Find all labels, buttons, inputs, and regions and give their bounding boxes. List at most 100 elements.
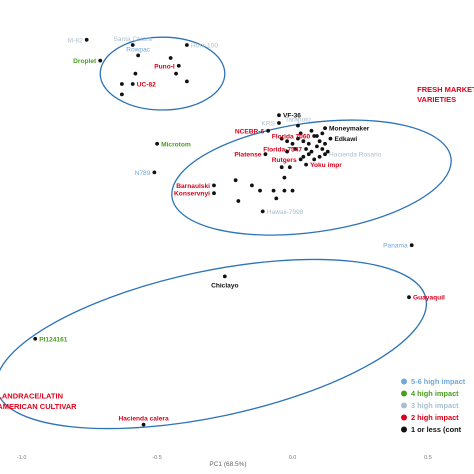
data-point <box>184 43 189 47</box>
group-label-1: FRESH MARKET <box>417 85 474 94</box>
data-point <box>155 141 159 146</box>
data-point <box>287 165 292 170</box>
data-point <box>84 37 89 42</box>
data-point <box>296 123 300 128</box>
cluster-ellipses <box>0 36 452 430</box>
point-label: Edkawi <box>334 136 357 143</box>
point-label: Moneymaker <box>329 126 370 133</box>
point-label: Florida 7060 <box>272 134 311 141</box>
data-point <box>325 149 330 154</box>
legend-swatch <box>401 426 407 433</box>
data-point <box>309 128 314 133</box>
data-point <box>301 139 306 144</box>
point-label: NCEBR-6 <box>235 128 265 135</box>
point-label: Yoku impr <box>310 162 342 169</box>
data-point <box>315 134 319 138</box>
point-label: Rutgers <box>272 157 297 164</box>
data-point <box>233 178 238 183</box>
data-point <box>236 199 241 203</box>
data-point <box>298 131 303 136</box>
data-point <box>323 152 327 157</box>
data-point <box>315 144 319 149</box>
x-tick-label: 0.5 <box>424 455 432 461</box>
data-point <box>306 152 311 157</box>
legend-swatch <box>401 390 407 397</box>
data-point <box>274 196 279 201</box>
legend-swatch <box>401 402 407 409</box>
data-point <box>323 141 327 146</box>
data-point <box>320 147 325 151</box>
data-point <box>119 82 124 86</box>
data-point <box>282 175 287 180</box>
legend-entry-label: 4 high impact <box>411 389 459 398</box>
legend-entry-label: 3 high impact <box>411 401 459 410</box>
data-point <box>168 56 173 60</box>
x-tick-label: 0.0 <box>289 455 297 461</box>
point-label: Hunt-100 <box>191 43 218 50</box>
data-point <box>266 128 271 133</box>
cluster-ellipse-1 <box>99 36 226 111</box>
data-point <box>279 165 284 170</box>
data-point <box>312 134 317 138</box>
data-point <box>119 92 124 97</box>
data-point <box>249 183 254 188</box>
point-label: Microtom <box>161 141 191 148</box>
point-label: PI124161 <box>39 336 68 343</box>
legend: 5-6 high impact 4 high impact 3 high impac… <box>401 377 466 434</box>
point-label: Santa Chiara <box>113 36 152 43</box>
point-label: Chiclayo <box>211 282 238 289</box>
point-label: Tarapoto <box>285 117 311 124</box>
data-point <box>174 71 178 76</box>
point-label: M-82 <box>68 37 83 44</box>
data-point <box>323 126 327 131</box>
x-axis: PC1 (68.5%) -1.0 -0.5 0.0 0.5 <box>17 455 432 468</box>
point-label: Puno-I <box>154 63 175 70</box>
data-point <box>222 274 227 279</box>
legend-swatch <box>401 378 407 385</box>
data-point <box>141 422 146 427</box>
point-label: Hawaii-7998 <box>267 209 304 216</box>
data-point <box>258 188 262 193</box>
data-point <box>290 141 295 146</box>
legend-swatch <box>401 414 407 421</box>
data-point <box>304 147 308 151</box>
point-label: Florida-7547 <box>263 147 302 154</box>
data-point <box>328 136 333 141</box>
data-point <box>98 58 103 63</box>
point-label: Guayaquil <box>413 295 445 302</box>
data-point <box>312 157 317 162</box>
x-axis-label: PC1 (68.5%) <box>209 461 246 468</box>
data-point <box>33 336 38 341</box>
point-label: VF-36 <box>283 113 301 120</box>
point-label: Hacienda calera <box>118 416 169 423</box>
data-point <box>271 188 276 193</box>
data-point <box>293 147 298 151</box>
data-point <box>290 188 295 193</box>
data-point <box>296 136 300 141</box>
point-label: Barnaulski <box>176 183 210 190</box>
data-point <box>320 131 325 136</box>
group-label-3: LANDRACE/LATIN <box>0 392 63 401</box>
data-point <box>184 79 189 84</box>
data-point <box>282 188 287 193</box>
data-point <box>176 63 181 68</box>
point-label: Konservnyi <box>174 191 210 198</box>
data-point <box>130 43 135 47</box>
data-point <box>277 121 281 125</box>
point-label: Droplet <box>73 58 97 65</box>
data-point <box>130 82 135 86</box>
data-point <box>279 136 284 141</box>
point-label: N789 <box>135 170 151 177</box>
data-point <box>407 295 411 300</box>
data-point <box>306 141 311 146</box>
point-label: KRS <box>261 121 275 128</box>
data-point <box>277 113 281 118</box>
data-point <box>212 183 216 188</box>
data-point <box>409 243 414 248</box>
data-point <box>301 154 306 159</box>
legend-entry-label: 5-6 high impact <box>411 377 466 386</box>
legend-entry-label: 2 high impact <box>411 413 459 422</box>
cluster-ellipse-3 <box>0 258 428 430</box>
